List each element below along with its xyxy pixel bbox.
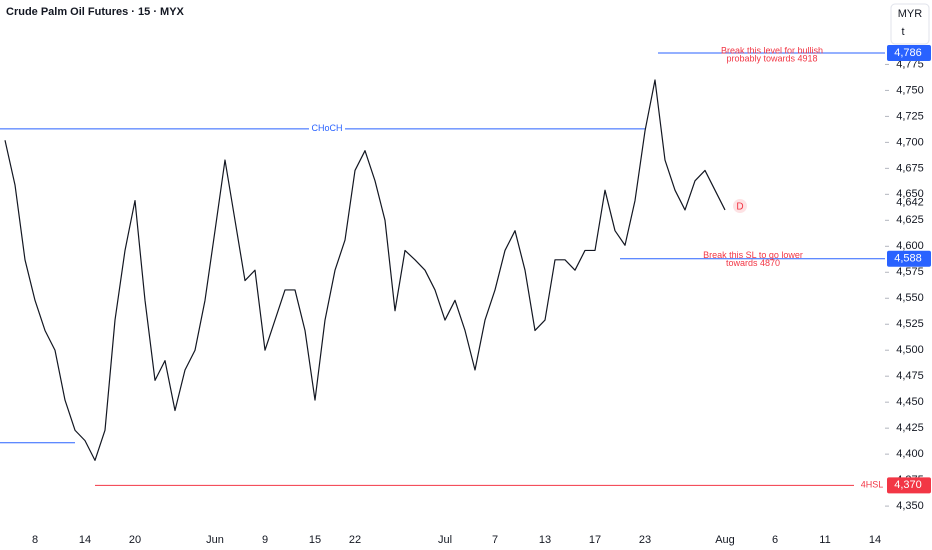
x-tick-label: 13 [539, 534, 551, 546]
marker-label: D [736, 202, 743, 213]
level-name-bg [309, 122, 345, 135]
y-tick-label: 4,525 [896, 318, 924, 330]
level-note: probably towards 4918 [726, 53, 817, 63]
y-tick-label: 4,475 [896, 370, 924, 382]
y-tick-label: 4,675 [896, 162, 924, 174]
x-tick-label: 8 [32, 534, 38, 546]
level-note: Break this level for bullish [721, 45, 823, 55]
price-box-label: 4,588 [894, 253, 922, 265]
y-tick-label: 4,750 [896, 84, 924, 96]
y-tick-label: 4,775 [896, 58, 924, 70]
x-tick-label: 14 [79, 534, 91, 546]
chart-title: Crude Palm Oil Futures · 15 · MYX [6, 6, 185, 18]
level-name-bg [854, 479, 890, 492]
x-tick-label: 6 [772, 534, 778, 546]
currency: MYR [898, 8, 923, 20]
y-tick-label: 4,725 [896, 110, 924, 122]
current-price: 4,642 [896, 197, 924, 209]
y-tick-label: 4,350 [896, 500, 924, 512]
unit: t [901, 26, 904, 38]
price-box-label: 4,370 [894, 479, 922, 491]
marker-circle [733, 199, 747, 213]
x-tick-label: Jun [206, 534, 224, 546]
currency-box[interactable] [890, 3, 930, 45]
x-tick-label: 14 [869, 534, 881, 546]
price-line [4, 79, 726, 461]
x-tick-label: 22 [349, 534, 361, 546]
x-tick-label: 7 [492, 534, 498, 546]
x-tick-label: Aug [715, 534, 735, 546]
x-tick-label: 15 [309, 534, 321, 546]
y-tick-label: 4,650 [896, 188, 924, 200]
level-note: Break this SL to go lower [703, 250, 803, 260]
x-tick-label: 20 [129, 534, 141, 546]
y-tick-label: 4,625 [896, 214, 924, 226]
y-tick-label: 4,700 [896, 136, 924, 148]
y-tick-label: 4,450 [896, 396, 924, 408]
y-tick-label: 4,400 [896, 448, 924, 460]
x-tick-label: 23 [639, 534, 651, 546]
price-box [887, 250, 931, 267]
level-name: CHoCH [311, 123, 342, 133]
price-box [887, 45, 931, 61]
price-box [887, 477, 931, 494]
y-tick-label: 4,500 [896, 344, 924, 356]
y-tick-label: 4,550 [896, 292, 924, 304]
x-tick-label: 9 [262, 534, 268, 546]
x-tick-label: Jul [438, 534, 452, 546]
y-tick-label: 4,600 [896, 240, 924, 252]
x-tick-label: 17 [589, 534, 601, 546]
level-note: towards 4870 [726, 258, 780, 268]
price-box-label: 4,786 [894, 47, 922, 59]
y-tick-label: 4,575 [896, 266, 924, 278]
level-name: 4HSL [861, 480, 884, 490]
y-tick-label: 4,425 [896, 422, 924, 434]
x-tick-label: 11 [819, 534, 830, 546]
